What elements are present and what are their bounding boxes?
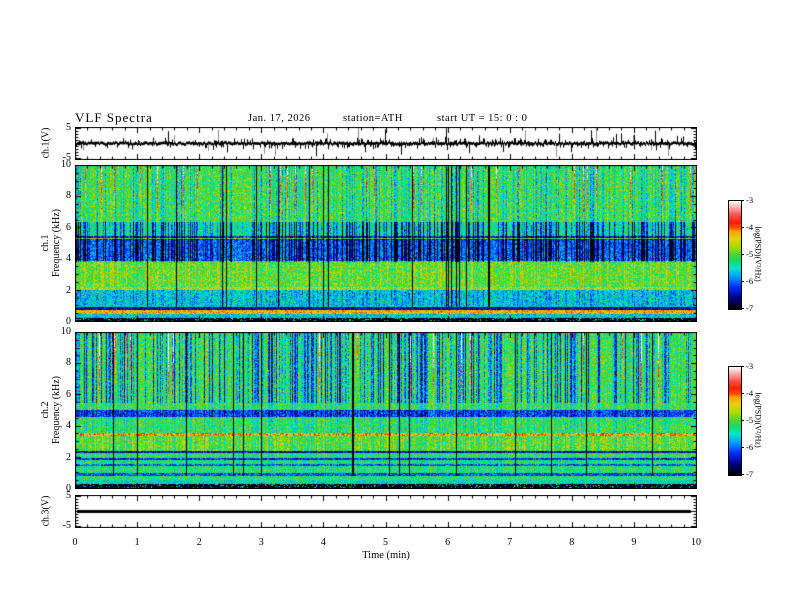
x-tick-label: 9 [631, 537, 637, 548]
colorbar-2-tick [741, 419, 744, 421]
ch1-spectrogram [75, 165, 697, 322]
colorbar-1-tick-label: -4 [746, 222, 754, 232]
colorbar-2-tick-label: -4 [746, 388, 754, 398]
ch1-waveform-plot [75, 127, 697, 160]
colorbar-1-tick [741, 307, 744, 309]
ch3-y-tick-label: 5 [66, 489, 71, 501]
colorbar-2-tick [741, 473, 744, 475]
spec2-freq-tick-label: 4 [66, 420, 71, 432]
colorbar-2-tick [741, 392, 744, 394]
spec1-freq-tick-label: 10 [61, 159, 71, 170]
colorbar-2-tick-label: -5 [746, 415, 754, 425]
spec1-freq-tick-label: 6 [66, 221, 71, 233]
x-tick-label: 6 [445, 537, 451, 548]
colorbar-2-tick [741, 365, 744, 367]
colorbar-2-title: log(PSD)(V²/Hz) [753, 392, 763, 448]
x-tick-label: 2 [196, 537, 202, 548]
colorbar-1-tick [741, 199, 744, 201]
ch2-spectrogram [75, 332, 697, 489]
figure-title: VLF Spectra [75, 110, 153, 125]
spec1-freq-tick-label: 0 [66, 316, 71, 327]
spec2-freq-tick-label: 10 [61, 326, 71, 337]
spec1-freq-tick-label: 2 [66, 284, 71, 296]
colorbar-2 [728, 366, 742, 476]
ch1-spec-ylabel: ch.1 Frequency (kHz) [40, 208, 62, 278]
colorbar-2-tick-label: -7 [746, 469, 754, 479]
colorbar-1-tick [741, 226, 744, 228]
x-tick-label: 4 [320, 537, 326, 548]
colorbar-1-title: log(PSD)(V²/Hz) [753, 226, 763, 282]
colorbar-1-tick-label: -6 [746, 276, 754, 286]
spec2-freq-tick-label: 2 [66, 451, 71, 463]
x-tick-label: 5 [383, 537, 388, 548]
colorbar-1-tick-label: -3 [746, 195, 754, 205]
colorbar-1 [728, 200, 742, 310]
header-date: Jan. 17, 2026 [248, 113, 311, 124]
header-start-ut: start UT = 15: 0 : 0 [437, 113, 528, 124]
spec1-freq-tick-label: 4 [66, 253, 71, 265]
ch3-waveform-plot [75, 495, 697, 528]
x-tick-label: 8 [569, 537, 575, 548]
ch3-y-tick-label: -5 [62, 519, 71, 531]
x-axis-title: Time (min) [362, 550, 410, 561]
x-tick-label: 10 [691, 537, 701, 548]
ch1-y-tick-label: -5 [62, 151, 71, 163]
spec2-freq-tick-label: 6 [66, 388, 71, 400]
spec2-freq-tick-label: 8 [66, 357, 71, 369]
colorbar-2-tick-label: -3 [746, 361, 754, 371]
x-tick-label: 0 [72, 537, 78, 548]
colorbar-1-tick [741, 280, 744, 282]
colorbar-1-tick [741, 253, 744, 255]
spec2-freq-tick-label: 0 [66, 483, 71, 494]
x-tick-label: 7 [507, 537, 513, 548]
colorbar-1-tick-label: -7 [746, 303, 754, 313]
header-station: station=ATH [343, 113, 403, 124]
colorbar-2-tick-label: -6 [746, 442, 754, 452]
ch2-spec-ylabel: ch.2 Frequency (kHz) [40, 375, 62, 445]
x-tick-label: 3 [258, 537, 264, 548]
ch1-y-tick-label: 5 [66, 121, 71, 133]
colorbar-2-tick [741, 446, 744, 448]
x-tick-label: 1 [134, 537, 140, 548]
spec1-freq-tick-label: 8 [66, 190, 71, 202]
colorbar-1-tick-label: -5 [746, 249, 754, 259]
